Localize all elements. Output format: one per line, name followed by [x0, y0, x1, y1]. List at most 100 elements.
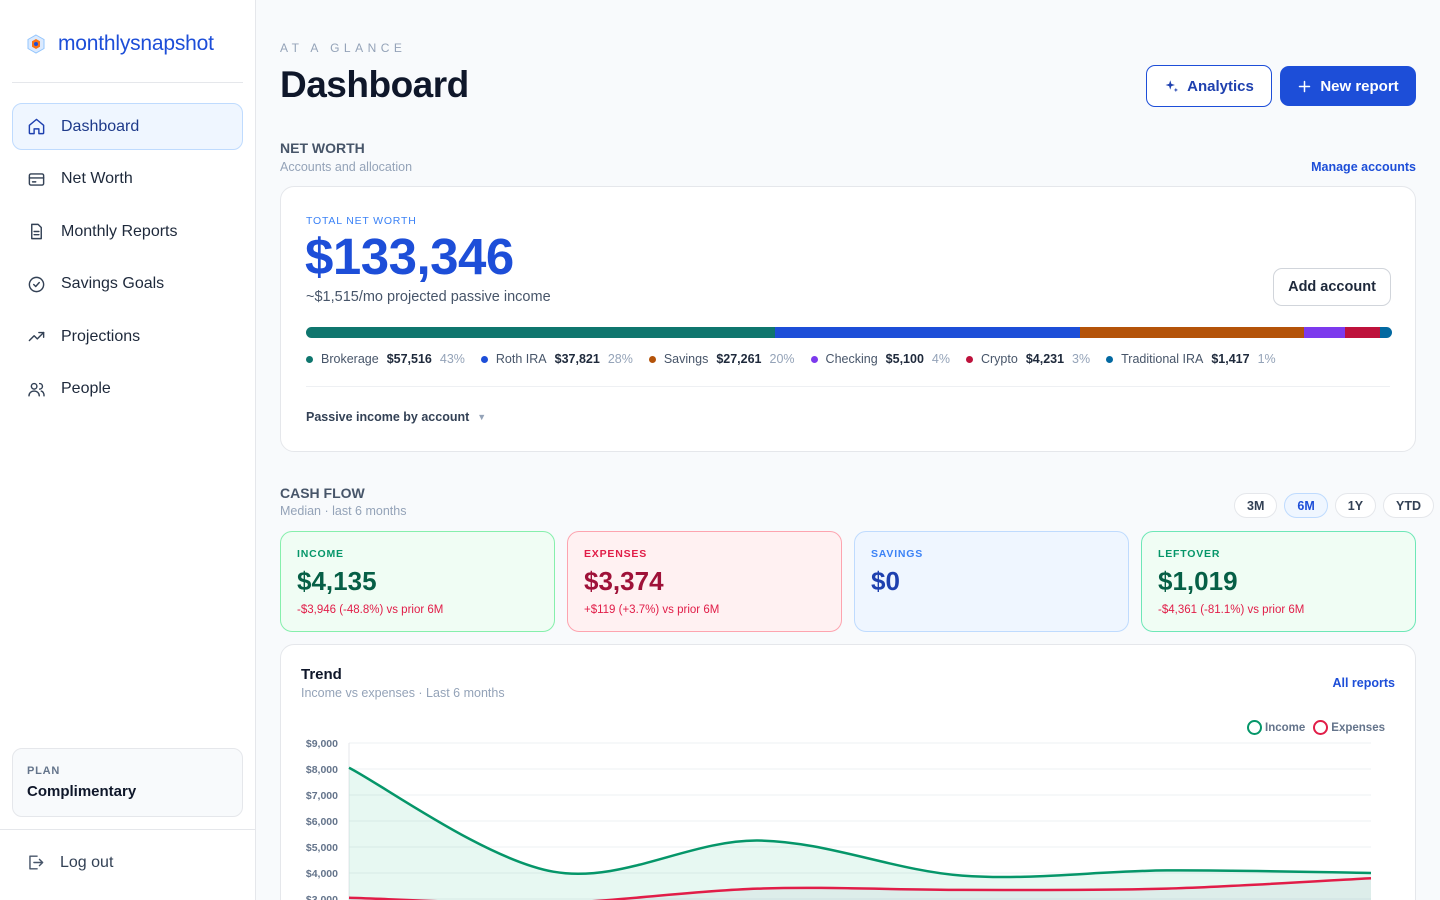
- account-name: Checking: [825, 352, 878, 366]
- account-percent: 28%: [607, 352, 633, 366]
- allocation-legend: Brokerage $57,516 43% Roth IRA $37,821 28% Sav…: [306, 352, 1276, 366]
- trend-subtitle: Income vs expenses · Last 6 months: [301, 686, 505, 700]
- account-name: Traditional IRA: [1121, 352, 1204, 366]
- trend-title: Trend: [301, 666, 342, 683]
- total-net-worth-value: $133,346: [305, 228, 514, 285]
- allocation-legend-item: Roth IRA $37,821 28%: [480, 352, 633, 366]
- legend-item-income[interactable]: Income: [1247, 720, 1305, 735]
- document-icon: [31, 223, 42, 240]
- stat-delta: +$119 (+3.7%) vs prior 6M: [584, 604, 720, 616]
- allocation-legend-item: Savings $27,261 20%: [648, 352, 795, 366]
- range-pill-6m[interactable]: 6M: [1284, 493, 1328, 518]
- sidebar-item-monthly-reports[interactable]: Monthly Reports: [12, 208, 243, 255]
- range-pill-3m[interactable]: 3M: [1234, 493, 1278, 518]
- account-value: $57,516: [386, 352, 432, 366]
- passive-income-dropdown[interactable]: Passive income by account ▼: [306, 410, 486, 424]
- brand[interactable]: monthlysnapshot: [26, 32, 214, 56]
- stat-value: $1,019: [1158, 566, 1238, 596]
- cash-flow-section-subtitle: Median · last 6 months: [280, 504, 407, 518]
- allocation-segment: [1080, 327, 1304, 338]
- net-worth-section-title: NET WORTH: [280, 140, 365, 156]
- range-pill-1y[interactable]: 1Y: [1334, 493, 1377, 518]
- allocation-segment: [774, 327, 1081, 338]
- legend-dot: [810, 355, 818, 363]
- legend-item-expenses[interactable]: Expenses: [1313, 720, 1385, 735]
- allocation-legend-item: Checking $5,100 4%: [810, 352, 950, 366]
- legend-dot: [1106, 355, 1114, 363]
- stat-card-income: INCOME $4,135 -$3,946 (-48.8%) vs prior 6M: [280, 531, 555, 632]
- home-icon: [28, 118, 45, 135]
- logout-button[interactable]: Log out: [26, 853, 113, 872]
- net-worth-card: TOTAL NET WORTH $133,346 ~$1,515/mo proj…: [280, 186, 1416, 452]
- sidebar-item-net-worth[interactable]: Net Worth: [12, 156, 243, 203]
- sidebar-item-label: Projections: [61, 327, 141, 345]
- passive-income-dropdown-label: Passive income by account: [306, 410, 470, 424]
- trend-up-icon: [28, 331, 45, 342]
- series-line-expenses: [348, 876, 1372, 900]
- brand-name: monthlysnapshot: [58, 32, 214, 55]
- allocation-legend-item: Crypto $4,231 3%: [965, 352, 1090, 366]
- chart-legend: Income Expenses: [1247, 720, 1385, 735]
- account-name: Savings: [663, 352, 709, 366]
- stat-value: $4,135: [297, 566, 377, 596]
- account-percent: 43%: [439, 352, 465, 366]
- account-name: Roth IRA: [495, 352, 547, 366]
- plus-icon: [1299, 80, 1311, 92]
- account-percent: 20%: [769, 352, 795, 366]
- divider: [12, 82, 243, 83]
- caret-down-icon: ▼: [477, 412, 487, 422]
- stat-label: SAVINGS: [871, 548, 924, 560]
- passive-income-text: ~$1,515/mo projected passive income: [306, 289, 551, 305]
- sidebar-item-label: People: [61, 380, 111, 397]
- legend-swatch-income: [1247, 720, 1263, 735]
- plan-value: Complimentary: [27, 783, 137, 800]
- manage-accounts-link[interactable]: Manage accounts: [1311, 160, 1416, 174]
- sidebar-item-dashboard[interactable]: Dashboard: [12, 103, 243, 150]
- y-tick-label: $3,000: [306, 894, 338, 900]
- trend-card: Trend Income vs expenses · Last 6 months…: [280, 644, 1416, 900]
- new-report-button[interactable]: New report: [1280, 66, 1416, 106]
- y-tick-label: $8,000: [306, 764, 338, 776]
- allocation-legend-item: Brokerage $57,516 43%: [306, 352, 465, 366]
- sidebar-item-label: Monthly Reports: [61, 222, 178, 240]
- stat-card-savings: SAVINGS $0: [854, 531, 1129, 632]
- stat-value: $0: [871, 566, 900, 596]
- net-worth-section-subtitle: Accounts and allocation: [280, 160, 413, 174]
- analytics-button[interactable]: Analytics: [1146, 65, 1272, 107]
- account-value: $4,231: [1025, 352, 1065, 366]
- stat-value: $3,374: [584, 566, 664, 596]
- y-tick-label: $4,000: [306, 868, 338, 880]
- sidebar-item-people[interactable]: People: [12, 366, 243, 413]
- legend-label-income: Income: [1265, 721, 1306, 734]
- sidebar-item-projections[interactable]: Projections: [12, 313, 243, 360]
- stat-delta: -$4,361 (-81.1%) vs prior 6M: [1158, 604, 1305, 616]
- analytics-label: Analytics: [1187, 77, 1254, 95]
- sidebar-item-label: Net Worth: [61, 170, 133, 187]
- series-area-income: [349, 767, 1371, 900]
- add-account-button[interactable]: Add account: [1273, 268, 1391, 306]
- page-title: Dashboard: [280, 64, 469, 105]
- all-reports-link[interactable]: All reports: [1332, 676, 1395, 690]
- allocation-segment: [306, 327, 775, 338]
- account-value: $27,261: [716, 352, 762, 366]
- logo-icon: [27, 34, 45, 54]
- trend-chart: $9,000 $8,000 $7,000 $6,000 $5,000 $4,000 $3,0…: [306, 738, 1372, 900]
- divider: [306, 386, 1390, 387]
- sidebar-item-label: Savings Goals: [61, 275, 165, 292]
- range-pill-ytd[interactable]: YTD: [1383, 493, 1435, 518]
- sparkle-icon: [1165, 79, 1179, 92]
- stat-label: INCOME: [297, 548, 344, 560]
- sidebar-item-savings-goals[interactable]: Savings Goals: [12, 261, 243, 308]
- account-percent: 4%: [931, 352, 950, 366]
- allocation-segment: [1379, 327, 1392, 338]
- card-icon: [28, 172, 45, 186]
- users-icon: [28, 382, 45, 397]
- stat-card-expenses: EXPENSES $3,374 +$119 (+3.7%) vs prior 6M: [567, 531, 842, 632]
- allocation-segment: [1303, 327, 1346, 338]
- range-selector: 3M 6M 1Y YTD: [1234, 493, 1435, 518]
- sidebar-item-label: Dashboard: [61, 117, 140, 135]
- allocation-segment: [1345, 327, 1380, 338]
- stat-label: LEFTOVER: [1158, 548, 1221, 560]
- y-tick-label: $6,000: [306, 816, 338, 828]
- account-value: $37,821: [554, 352, 600, 366]
